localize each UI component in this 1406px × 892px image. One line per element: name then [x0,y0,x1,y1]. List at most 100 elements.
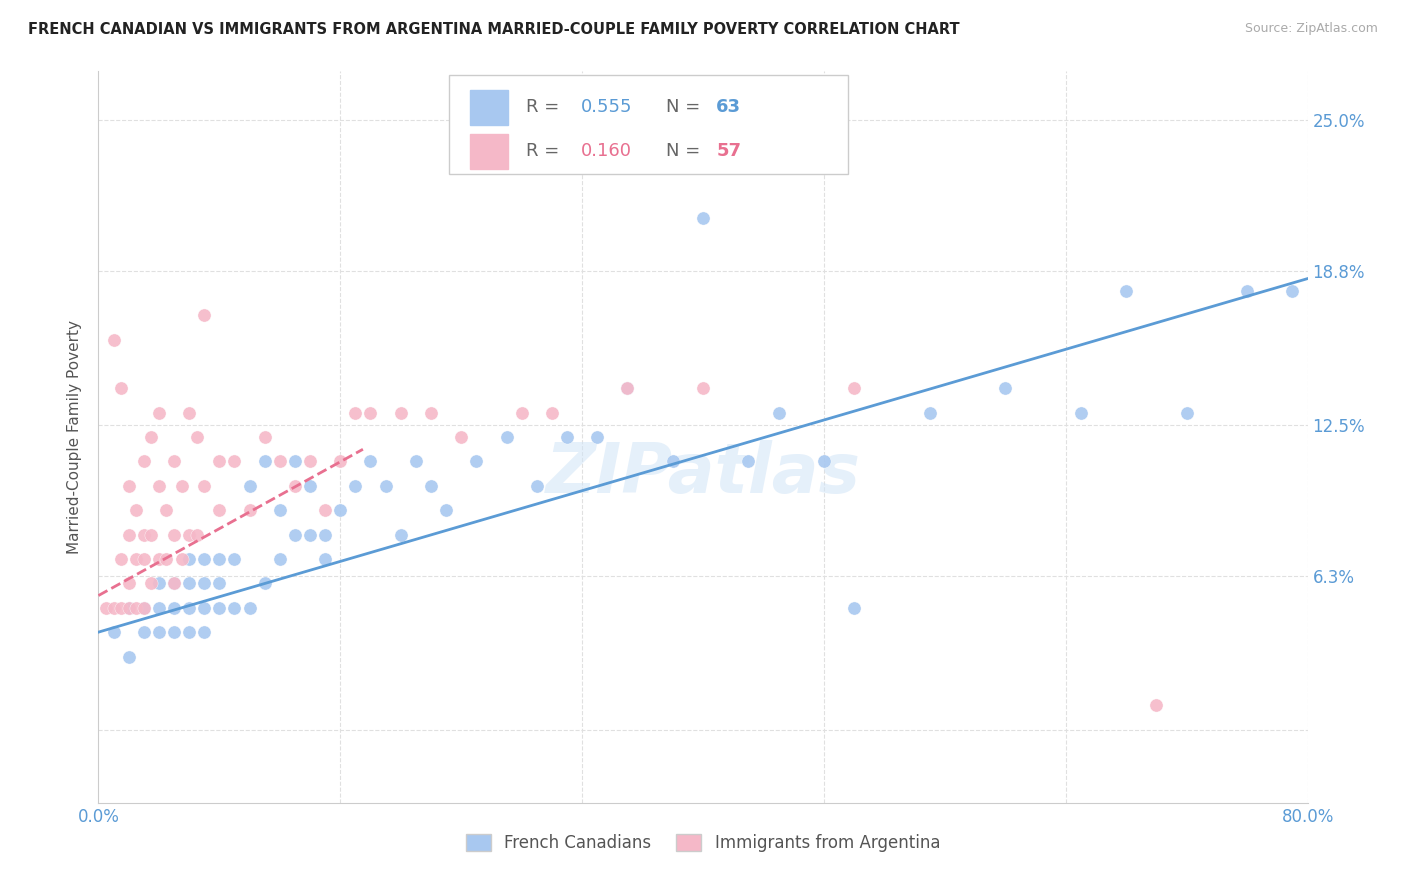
Point [314,503,336,517]
Point [193,625,215,640]
Bar [470,89,509,125]
Point [193,308,215,322]
Point [269,552,291,566]
Point [329,503,352,517]
Point [540,406,562,420]
Point [692,381,714,395]
Point [299,454,322,468]
Point [360,406,382,420]
Point [329,454,352,468]
Point [420,479,443,493]
Point [179,576,201,591]
Point [179,527,201,541]
Point [208,454,231,468]
Point [208,600,231,615]
Point [110,552,132,566]
Point [163,576,186,591]
Point [239,600,262,615]
Point [360,454,382,468]
Point [1144,698,1167,713]
Point [284,527,307,541]
Point [103,600,125,615]
Point [125,503,148,517]
Point [465,454,488,468]
Point [193,600,215,615]
Point [813,454,835,468]
Legend: French Canadians, Immigrants from Argentina: French Canadians, Immigrants from Argent… [457,825,949,860]
Point [253,454,276,468]
Point [148,552,170,566]
Point [170,552,193,566]
Point [163,576,186,591]
Point [110,600,132,615]
Y-axis label: Married-Couple Family Poverty: Married-Couple Family Poverty [67,320,83,554]
Text: 0.160: 0.160 [581,142,631,160]
Point [125,600,148,615]
Point [103,625,125,640]
Point [224,552,246,566]
Point [163,454,186,468]
Point [253,430,276,444]
Point [118,649,141,664]
Text: 63: 63 [716,98,741,116]
Point [193,552,215,566]
Point [661,454,683,468]
Text: FRENCH CANADIAN VS IMMIGRANTS FROM ARGENTINA MARRIED-COUPLE FAMILY POVERTY CORRE: FRENCH CANADIAN VS IMMIGRANTS FROM ARGEN… [28,22,960,37]
Point [1175,406,1198,420]
Point [299,527,322,541]
Point [132,600,155,615]
Point [179,552,201,566]
Point [389,527,412,541]
Point [170,479,193,493]
Point [434,503,457,517]
Point [420,406,443,420]
Point [510,406,533,420]
Text: 0.555: 0.555 [581,98,633,116]
Text: Source: ZipAtlas.com: Source: ZipAtlas.com [1244,22,1378,36]
Point [737,454,759,468]
Point [526,479,548,493]
Point [118,479,141,493]
Point [344,406,367,420]
Point [155,552,177,566]
Point [450,430,472,444]
Point [405,454,427,468]
Point [132,454,155,468]
Point [284,454,307,468]
Point [269,503,291,517]
Point [118,576,141,591]
Point [616,381,638,395]
Point [239,479,262,493]
Point [918,406,941,420]
Point [269,454,291,468]
Point [1281,284,1303,298]
Point [148,406,170,420]
Point [1236,284,1258,298]
Point [148,479,170,493]
Point [118,600,141,615]
Point [141,527,163,541]
Point [94,600,117,615]
Bar [470,134,509,169]
Point [224,454,246,468]
Point [994,381,1017,395]
Point [1115,284,1137,298]
Point [374,479,396,493]
Point [692,211,714,225]
Text: N =: N = [665,98,706,116]
Point [586,430,609,444]
Point [193,479,215,493]
Point [132,600,155,615]
Point [253,576,276,591]
Text: ZIPatlas: ZIPatlas [546,440,860,508]
Point [284,479,307,493]
Point [208,503,231,517]
Point [141,576,163,591]
Text: 57: 57 [716,142,741,160]
Point [844,381,866,395]
Point [314,552,336,566]
Point [299,479,322,493]
Point [125,552,148,566]
Point [163,600,186,615]
Point [148,625,170,640]
